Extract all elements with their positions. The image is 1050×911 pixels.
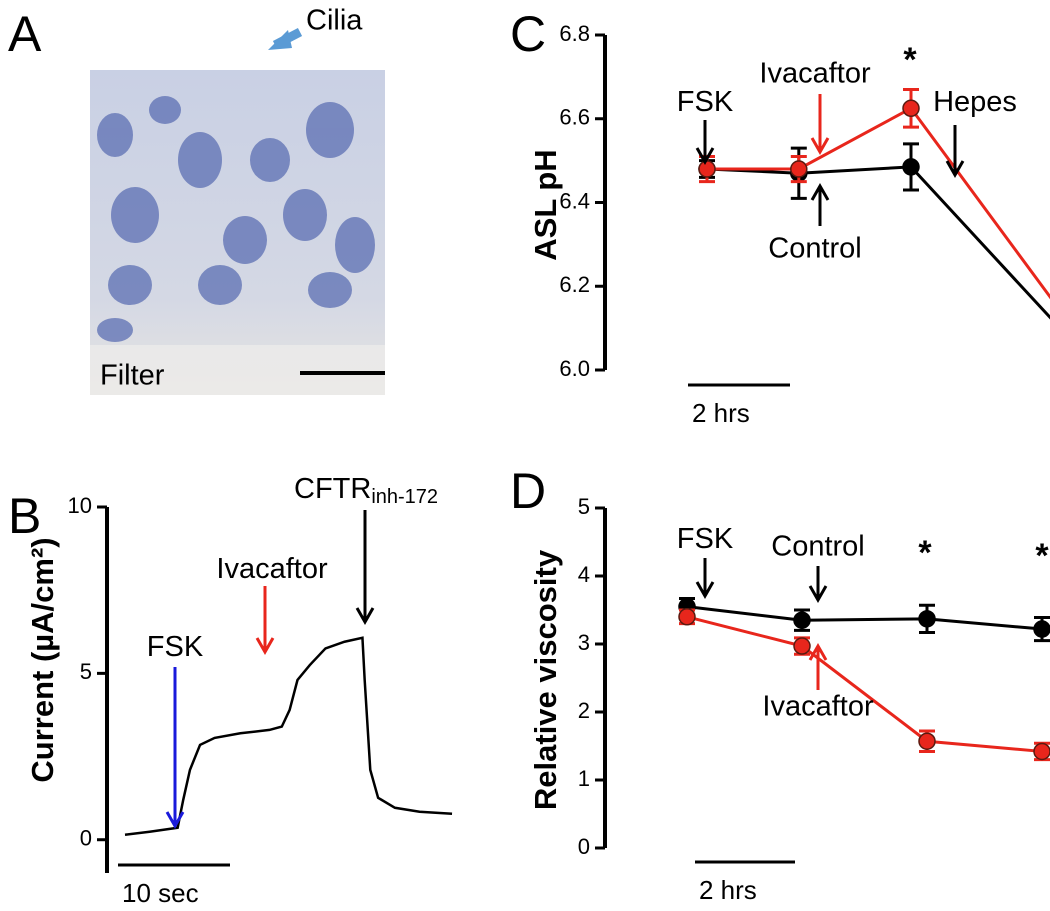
cilia-arrowhead xyxy=(268,30,292,50)
y-tick-label: 6.8 xyxy=(559,21,590,46)
series-label: Ivacaftor xyxy=(759,58,871,90)
y-tick-label: 6.4 xyxy=(559,188,590,213)
annotation-text: * xyxy=(903,41,917,79)
y-tick-label: 0 xyxy=(80,826,92,851)
arrowhead xyxy=(810,137,830,156)
y-tick-label: 4 xyxy=(578,562,590,587)
arrowhead xyxy=(808,642,828,661)
annotation-text: FSK xyxy=(677,523,734,555)
arrowhead xyxy=(255,637,275,656)
arrowhead xyxy=(695,581,715,600)
y-axis-title: Current (µA/cm²) xyxy=(25,537,60,782)
current-trace xyxy=(124,636,453,836)
y-tick-label: 10 xyxy=(68,493,92,518)
y-tick-label: 0 xyxy=(578,834,590,859)
data-point xyxy=(698,160,716,178)
y-tick-label: 2 xyxy=(578,698,590,723)
annotation-text: Ivacaftor xyxy=(216,553,328,585)
series-label: Ivacaftor xyxy=(762,691,874,723)
y-axis-title: Relative viscosity xyxy=(528,549,563,810)
annotation: FSK xyxy=(677,523,734,555)
panel-label: B xyxy=(8,488,41,544)
data-point xyxy=(678,608,696,626)
image-label: Filter xyxy=(100,360,165,392)
y-tick-label: 5 xyxy=(80,659,92,684)
histology-image: Cilia Filter xyxy=(90,5,385,395)
nuclei xyxy=(97,96,375,342)
y-tick-label: 6.6 xyxy=(559,105,590,130)
annotation-text: * xyxy=(1035,537,1049,575)
series-line xyxy=(706,165,1050,320)
series-label: Control xyxy=(768,233,862,265)
annotation: Ivacaftor xyxy=(216,553,328,585)
arrowhead xyxy=(695,147,715,166)
data-point xyxy=(1033,742,1050,761)
data-point xyxy=(918,610,936,628)
arrowhead xyxy=(808,585,828,604)
data-point xyxy=(1033,620,1050,638)
annotation: Hepes xyxy=(933,86,1017,118)
series-line xyxy=(686,615,1043,753)
data-point xyxy=(793,637,811,655)
y-tick-label: 6.2 xyxy=(559,272,590,297)
image-label: Cilia xyxy=(306,5,363,37)
data-point xyxy=(902,158,920,176)
annotation: FSK xyxy=(677,86,734,118)
annotation-text: * xyxy=(918,534,932,572)
data-point xyxy=(902,99,920,118)
arrowhead xyxy=(355,607,375,626)
series-line xyxy=(707,106,1050,300)
annotation: * xyxy=(903,41,917,79)
y-axis-title: ASL pH xyxy=(528,149,563,260)
series-line xyxy=(686,605,1043,631)
arrowhead xyxy=(945,160,965,179)
annotation: * xyxy=(918,534,932,572)
annotation-text: CFTR xyxy=(294,473,371,505)
y-tick-label: 3 xyxy=(578,630,590,655)
scale-bar-label: 2 hrs xyxy=(692,398,750,428)
annotation: * xyxy=(1035,537,1049,575)
scale-bar-label: 10 sec xyxy=(122,878,199,908)
annotation: FSK xyxy=(147,631,204,663)
arrowhead xyxy=(810,182,830,201)
data-point xyxy=(918,732,936,750)
panel-label: D xyxy=(510,463,546,519)
annotation-text: FSK xyxy=(147,631,204,663)
y-tick-label: 1 xyxy=(578,766,590,791)
arrowhead xyxy=(165,811,185,830)
data-point xyxy=(793,611,811,629)
series-label: Control xyxy=(771,531,865,563)
y-tick-label: 5 xyxy=(578,494,590,519)
annotation-text: FSK xyxy=(677,86,734,118)
scale-bar-label: 2 hrs xyxy=(699,875,757,905)
panel-label: A xyxy=(8,6,42,62)
annotation-subscript: inh-172 xyxy=(371,486,438,508)
data-point xyxy=(790,160,808,178)
panel-label: C xyxy=(510,6,546,62)
annotation: CFTRinh-172 xyxy=(294,473,438,509)
filter-band xyxy=(90,345,385,395)
y-tick-label: 6.0 xyxy=(559,356,590,381)
annotation-text: Hepes xyxy=(933,86,1017,118)
